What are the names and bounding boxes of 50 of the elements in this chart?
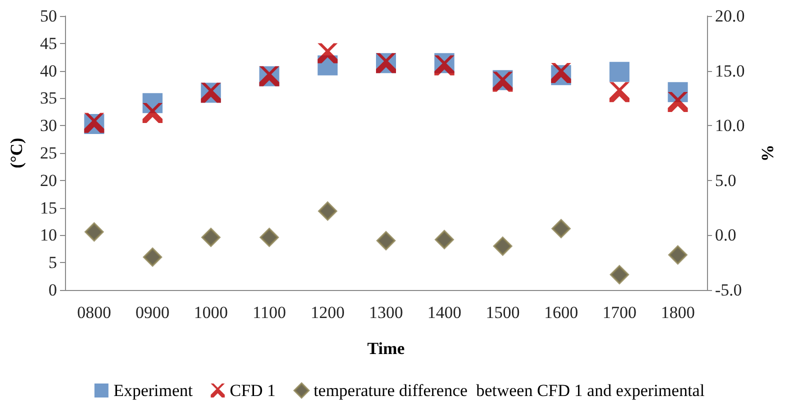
y2-tick-label: 20.0	[715, 6, 745, 26]
legend-label: Experiment	[113, 381, 194, 400]
point	[493, 236, 512, 256]
legend-label: CFD 1	[230, 381, 276, 400]
y-tick-label: 15	[40, 198, 57, 218]
y2-tick-label: -5.0	[715, 280, 742, 300]
y-tick-label: 45	[40, 34, 57, 53]
x-tick-label: 1500	[486, 303, 520, 322]
x-tick-label: 1400	[427, 303, 462, 322]
y-tick-label: 35	[40, 88, 57, 108]
point	[434, 230, 454, 250]
y-tick-label: 20	[40, 170, 57, 190]
y2-axis-title: %	[758, 144, 777, 162]
y-tick-label: 5	[48, 253, 57, 272]
point	[260, 228, 279, 247]
y-tick-label: 25	[40, 144, 57, 162]
y2-tick-label: 5.0	[715, 170, 736, 190]
point	[143, 248, 162, 267]
y2-tick-label: 0.0	[715, 226, 736, 245]
y-tick-label: 0	[48, 280, 57, 300]
point	[201, 228, 220, 247]
y-tick-label: 40	[40, 61, 57, 80]
x-tick-label: 1100	[252, 303, 286, 322]
point	[552, 219, 571, 238]
point	[668, 92, 688, 112]
x-tick-label: 1200	[310, 303, 345, 322]
y-tick-label: 10	[40, 226, 57, 245]
x-tick-label: 1700	[602, 303, 636, 322]
point	[142, 102, 163, 123]
point	[318, 202, 338, 221]
point	[609, 62, 630, 82]
y-axis-title: (°C)	[7, 138, 26, 168]
x-tick-label: 1800	[660, 303, 695, 322]
point	[376, 231, 396, 250]
point	[84, 222, 104, 242]
point	[610, 265, 629, 284]
y-tick-label: 50	[40, 6, 57, 26]
point	[668, 245, 688, 264]
x-axis-title: Time	[367, 339, 406, 358]
y2-tick-label: 10.0	[715, 116, 745, 136]
x-tick-label: 0900	[136, 303, 170, 322]
x-tick-label: 1000	[194, 303, 228, 322]
point	[609, 82, 630, 102]
point	[318, 43, 338, 64]
x-tick-label: 1300	[369, 303, 403, 322]
y-tick-label: 30	[40, 116, 57, 136]
x-tick-label: 1600	[544, 303, 578, 322]
y2-tick-label: 15.0	[715, 61, 745, 80]
x-tick-label: 0800	[77, 303, 112, 322]
legend-label: temperature difference between CFD 1 and experimental	[314, 381, 705, 400]
